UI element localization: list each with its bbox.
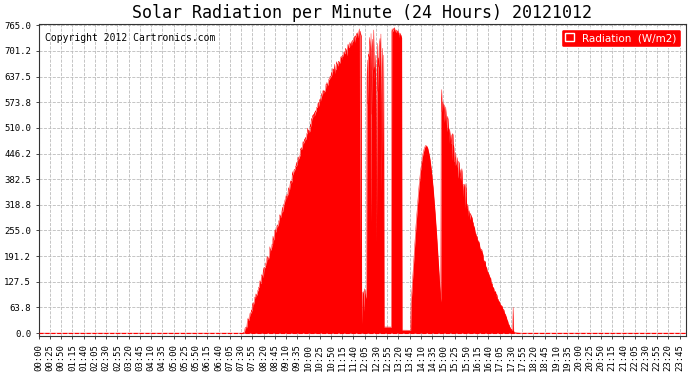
Text: Copyright 2012 Cartronics.com: Copyright 2012 Cartronics.com	[45, 33, 215, 43]
Title: Solar Radiation per Minute (24 Hours) 20121012: Solar Radiation per Minute (24 Hours) 20…	[132, 4, 592, 22]
Legend: Radiation  (W/m2): Radiation (W/m2)	[561, 29, 680, 47]
